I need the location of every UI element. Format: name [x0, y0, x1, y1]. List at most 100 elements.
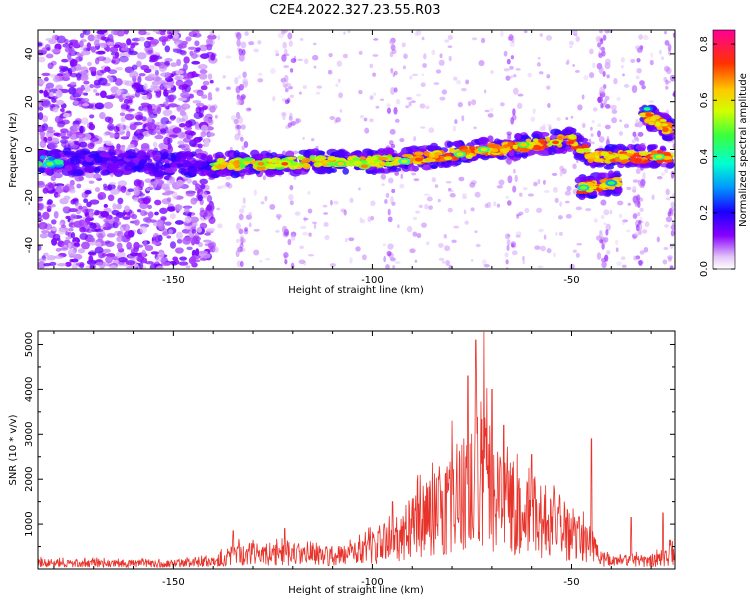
- spectrogram-cell: [415, 93, 422, 97]
- spectrogram-cell: [465, 79, 470, 85]
- spectrogram-cell: [73, 242, 80, 247]
- spectrogram-cell: [103, 101, 114, 109]
- spectrogram-cell: [659, 49, 662, 55]
- spectrogram-cell: [414, 259, 418, 263]
- spectrogram-cell: [141, 249, 146, 258]
- spectrogram-cell: [463, 209, 467, 215]
- colorbar: 0.0 0.2 0.4 0.6 0.8 Normalized spectral ampl…: [699, 29, 749, 277]
- spectrogram-cell: [665, 216, 673, 223]
- spectrogram-cell: [665, 162, 675, 169]
- spectrogram-cell: [298, 259, 302, 264]
- spectrogram-cell: [47, 136, 53, 142]
- spectrogram-cell: [430, 164, 438, 169]
- spectrogram-cell: [310, 138, 315, 142]
- spectrogram-cell: [389, 128, 396, 135]
- spectrogram-cell: [604, 58, 611, 65]
- spectrogram-cell: [116, 242, 123, 250]
- spectrogram-cell: [561, 168, 567, 175]
- spectrogram-cell: [664, 40, 670, 46]
- spectrogram-cell: [131, 64, 138, 70]
- spectrogram-cell: [663, 246, 669, 251]
- spectrogram-cell: [598, 52, 603, 59]
- spectrogram-cell: [158, 36, 169, 43]
- spectrogram-cell: [102, 36, 110, 42]
- spectrogram-cell: [342, 53, 349, 59]
- spectrogram-cell: [38, 161, 43, 167]
- spectrogram-cell: [195, 152, 207, 159]
- spectrogram-cell: [67, 242, 72, 249]
- spectrogram-cell: [662, 127, 669, 133]
- spectrogram-cell: [134, 90, 141, 98]
- spectrogram-cell: [627, 202, 632, 206]
- spectrogram-cell: [348, 237, 355, 242]
- spectrogram-cell: [589, 72, 595, 79]
- spectrogram-cell: [467, 100, 472, 107]
- spectrogram-cell: [672, 143, 675, 150]
- spectrogram-cell: [108, 181, 117, 185]
- spectrogram-cell: [147, 73, 158, 79]
- spectrogram-cell: [135, 150, 147, 159]
- tick-label: 40: [24, 48, 35, 61]
- tick-label: 5000: [24, 332, 35, 357]
- spectrogram-cell: [150, 54, 158, 62]
- spectrogram-cell: [387, 243, 394, 250]
- spectrogram-cell: [648, 162, 661, 168]
- spectrogram-cell: [349, 197, 354, 203]
- spectrogram-cell: [81, 117, 89, 125]
- spectrogram-cell: [44, 167, 53, 175]
- spectrogram-cell: [43, 252, 49, 257]
- spectrogram-cell: [179, 118, 186, 123]
- spectrogram-cell: [390, 196, 394, 204]
- spectrogram-cell: [253, 249, 260, 256]
- spectrogram-cell: [144, 261, 154, 265]
- spectrogram-cell: [162, 109, 172, 117]
- spectrogram-cell: [496, 185, 503, 189]
- spectrogram-cell: [601, 242, 605, 250]
- spectrogram-cell: [126, 241, 132, 250]
- spectrogram-cell: [284, 259, 288, 265]
- spectrogram-cell: [248, 222, 252, 228]
- spectrogram-cell: [661, 56, 664, 61]
- spectrogram-cell: [69, 58, 78, 67]
- spectrogram-cell: [238, 53, 245, 62]
- spectrogram-cell: [133, 246, 139, 253]
- spectrogram-cell: [322, 204, 328, 208]
- spectrogram-cell: [338, 78, 341, 83]
- spectrogram-cell: [42, 187, 49, 194]
- spectrogram-cell: [464, 220, 469, 225]
- spectrogram-cell: [438, 243, 444, 248]
- spectrogram-cell: [203, 239, 212, 243]
- spectrogram-cell: [99, 112, 106, 120]
- spectrogram-cell: [416, 233, 422, 239]
- spectrogram-cell: [294, 211, 301, 216]
- spectrogram-cell: [146, 116, 153, 123]
- spectrogram-cell: [167, 206, 176, 211]
- spectrogram-cell: [194, 233, 200, 237]
- spectrogram-cell: [667, 255, 673, 260]
- spectrogram-cell: [344, 152, 351, 157]
- spectrogram-cell: [484, 203, 489, 209]
- spectrogram-cell: [599, 179, 607, 183]
- spectrogram-cell: [122, 223, 131, 232]
- spectrogram-cell: [556, 117, 561, 121]
- spectrogram-cell: [330, 168, 337, 173]
- spectrogram-cell: [160, 217, 167, 221]
- spectrogram-cell: [360, 218, 366, 224]
- spectrogram-cell: [198, 73, 208, 80]
- spectrogram-cell: [604, 95, 610, 101]
- spectrogram-cell: [408, 101, 412, 107]
- spectrogram-cell: [88, 123, 96, 131]
- spectrogram-cell: [572, 163, 577, 170]
- spectrogram-cell: [194, 40, 200, 47]
- spectrogram-cell: [510, 241, 517, 248]
- spectrogram-cell: [193, 111, 203, 120]
- spectrogram-cell: [335, 116, 341, 123]
- spectrogram-cell: [570, 115, 574, 119]
- spectrogram-cell: [119, 112, 126, 117]
- spectrogram-cell: [369, 63, 374, 69]
- spectrogram-cell: [597, 130, 601, 138]
- spectrogram-cell: [170, 30, 180, 34]
- spectrogram-cell: [83, 80, 90, 85]
- spectrogram-cell: [478, 60, 485, 67]
